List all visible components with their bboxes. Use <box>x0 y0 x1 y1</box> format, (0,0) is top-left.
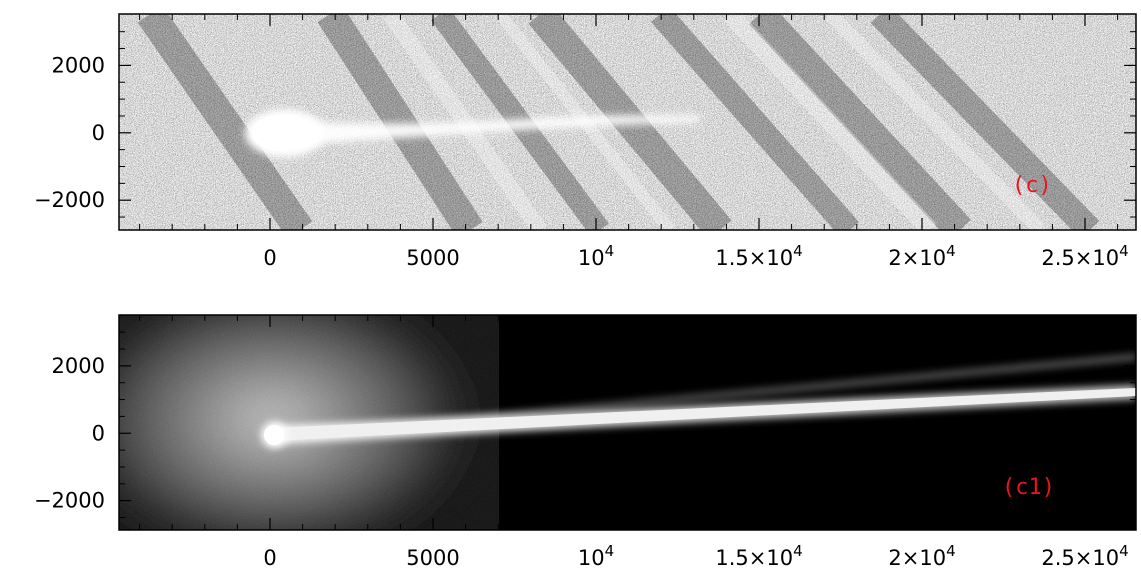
bright-stripe-pattern <box>383 14 1046 230</box>
x-tick-label: 104 <box>578 542 614 570</box>
y-tick-label: −2000 <box>34 188 105 212</box>
panel-top-ticks: 2000 0 −2000 0 5000 104 1.5×104 2×104 2.5×104 <box>34 14 1136 270</box>
panel-bottom: 2000 0 −2000 0 5000 104 1.5×104 2×104 2.5×104 (c… <box>34 314 1137 570</box>
x-tick-label: 1.5×104 <box>715 542 802 570</box>
x-tick-label: 2.5×104 <box>1041 242 1128 270</box>
panel-bottom-label: (c1) <box>1002 475 1055 500</box>
x-tick-label: 104 <box>578 242 614 270</box>
x-tick-label: 2.5×104 <box>1041 542 1128 570</box>
panel-top-label: (c) <box>1012 173 1052 198</box>
panel-bottom-image <box>119 315 1136 530</box>
x-tick-label: 2×104 <box>888 542 955 570</box>
y-tick-label: 2000 <box>52 53 105 77</box>
x-tick-label: 0 <box>263 246 276 270</box>
panel-top-image <box>119 14 1136 230</box>
panel-top: 2000 0 −2000 0 5000 104 1.5×104 2×104 2.5×104 (c… <box>34 13 1137 270</box>
y-tick-label: 2000 <box>52 354 105 378</box>
x-tick-label: 5000 <box>406 246 459 270</box>
y-tick-label: 0 <box>92 121 105 145</box>
panel-top-frame <box>118 13 1137 231</box>
stripe-pattern <box>137 14 1100 230</box>
comet-top <box>245 109 700 157</box>
x-tick-label: 1.5×104 <box>715 242 802 270</box>
y-tick-label: −2000 <box>34 489 105 513</box>
x-tick-label: 0 <box>263 546 276 570</box>
panel-bottom-frame <box>118 314 1137 531</box>
x-tick-label: 2×104 <box>888 242 955 270</box>
panel-bottom-ticks: 2000 0 −2000 0 5000 104 1.5×104 2×104 2.5×104 <box>34 315 1136 570</box>
x-tick-label: 5000 <box>406 546 459 570</box>
y-tick-label: 0 <box>92 421 105 445</box>
